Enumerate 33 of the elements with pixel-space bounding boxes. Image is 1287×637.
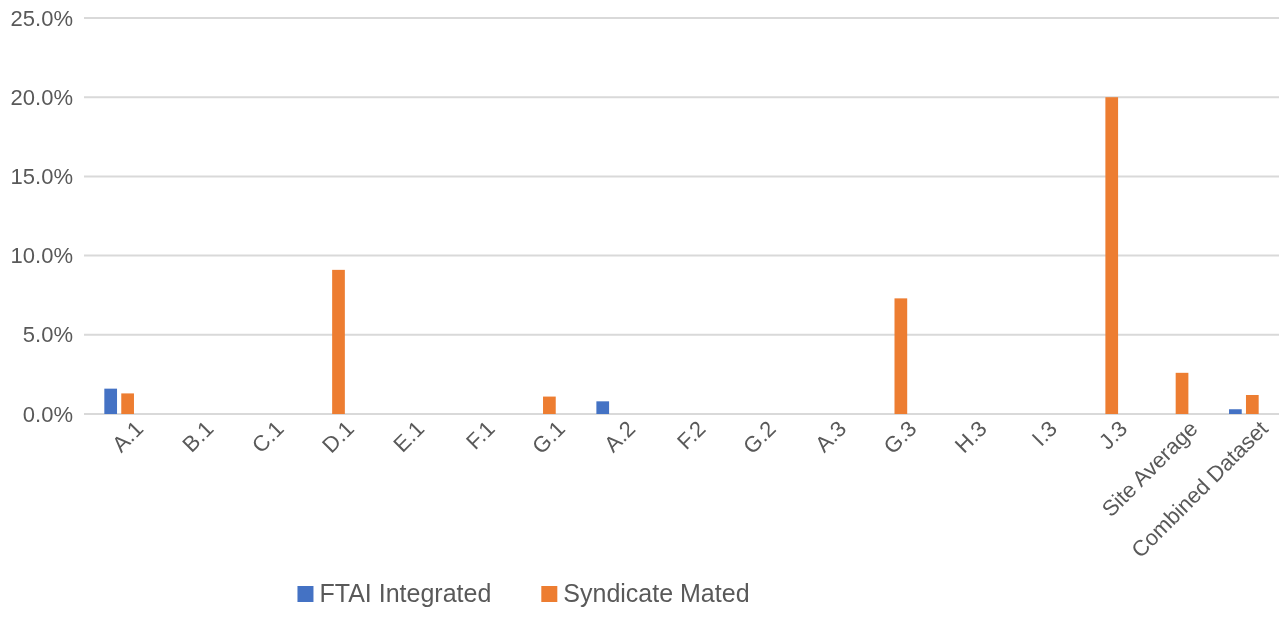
x-tick-label: J.3 xyxy=(1093,415,1133,455)
y-tick-label: 25.0% xyxy=(10,5,73,31)
bar xyxy=(894,298,908,414)
x-tick-label: A.2 xyxy=(599,415,641,458)
bar xyxy=(121,393,134,414)
x-tick-label: C.1 xyxy=(246,415,289,458)
x-tick-label: E.1 xyxy=(388,415,430,458)
legend-label: FTAI Integrated xyxy=(319,579,492,607)
x-tick-label: G.2 xyxy=(738,415,781,459)
x-tick-label: F.2 xyxy=(672,415,711,455)
bar xyxy=(1229,409,1242,414)
bar xyxy=(1175,372,1189,414)
x-tick-label: G.3 xyxy=(878,415,922,459)
legend-label: Syndicate Mated xyxy=(563,579,750,607)
bar xyxy=(332,269,345,414)
x-tick-label: F.1 xyxy=(461,415,500,455)
bar xyxy=(543,396,556,414)
y-tick-label: 0.0% xyxy=(22,401,73,427)
bar xyxy=(596,401,610,414)
x-tick-label: A.1 xyxy=(107,415,149,458)
y-tick-label: 5.0% xyxy=(22,322,73,348)
bar xyxy=(1245,394,1259,414)
y-tick-label: 20.0% xyxy=(10,84,73,110)
y-tick-label: 15.0% xyxy=(10,163,73,189)
y-tick-label: 10.0% xyxy=(10,243,73,269)
x-tick-label: G.1 xyxy=(527,415,570,459)
x-tick-label: D.1 xyxy=(317,415,360,458)
bar xyxy=(1105,97,1119,414)
x-tick-label: H.3 xyxy=(949,415,992,458)
x-tick-label: A.3 xyxy=(810,415,852,458)
x-tick-label: B.1 xyxy=(177,415,219,458)
bar xyxy=(104,388,118,414)
x-tick-label: I.3 xyxy=(1026,415,1062,451)
